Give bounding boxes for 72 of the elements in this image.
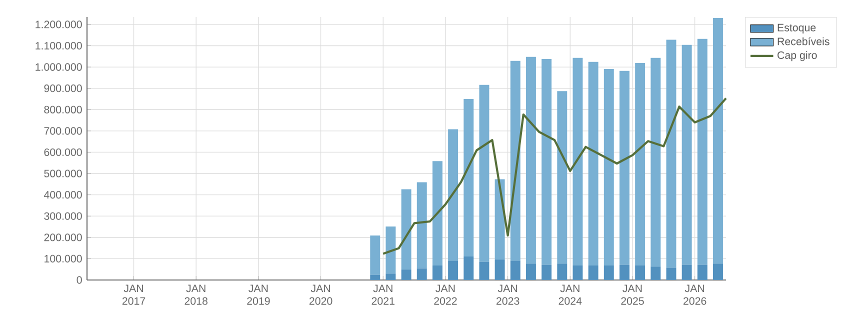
bar — [494, 260, 505, 280]
bar — [619, 70, 630, 265]
y-tick-label: 1.000.000 — [36, 63, 82, 71]
bar — [682, 44, 692, 265]
y-tick-label: 200.000 — [44, 234, 82, 242]
bar — [697, 264, 708, 280]
y-tick-label: 0 — [76, 276, 82, 284]
bar — [572, 266, 583, 280]
y-tick-label: 100.000 — [44, 254, 82, 262]
bar — [432, 161, 442, 266]
bar — [619, 264, 630, 280]
bar — [401, 189, 412, 270]
x-tick-label: JAN 2021 — [372, 284, 394, 305]
bar — [401, 270, 412, 280]
bar — [370, 235, 380, 275]
bar — [510, 60, 520, 261]
bar — [572, 58, 583, 266]
bar — [448, 129, 458, 261]
bar — [635, 266, 646, 280]
x-tick-label: JAN 2025 — [621, 284, 644, 305]
bar — [713, 18, 723, 264]
bar — [713, 264, 723, 280]
x-tick-label: JAN 2026 — [684, 284, 706, 305]
bar — [416, 182, 427, 268]
bar — [604, 266, 614, 280]
legend-label: Estoque — [778, 24, 816, 34]
x-tick-label: JAN 2017 — [122, 284, 146, 305]
bar — [557, 264, 568, 280]
bar — [542, 58, 552, 265]
bar — [479, 84, 490, 262]
x-tick-label: JAN 2023 — [496, 284, 520, 305]
bar — [464, 256, 474, 280]
x-tick-label: JAN 2018 — [184, 284, 208, 305]
bar — [682, 264, 692, 280]
y-tick-label: 400.000 — [44, 191, 82, 199]
y-tick-label: 1.200.000 — [36, 20, 82, 28]
bar — [635, 62, 646, 266]
bar — [526, 264, 536, 280]
bar — [479, 262, 490, 280]
y-tick-label: 1.100.000 — [36, 42, 82, 50]
bar — [416, 268, 427, 280]
bar — [526, 56, 536, 264]
line-series — [382, 97, 728, 255]
bar — [386, 226, 396, 274]
bar — [432, 266, 442, 280]
bar — [370, 274, 380, 280]
bar — [666, 268, 676, 280]
bar — [464, 98, 474, 257]
bar — [542, 264, 552, 280]
bar — [386, 274, 396, 280]
x-tick-label: JAN 2024 — [558, 284, 582, 305]
bar — [448, 260, 458, 280]
bar — [697, 38, 708, 265]
y-tick-label: 800.000 — [44, 106, 82, 114]
y-tick-label: 300.000 — [44, 212, 82, 220]
x-tick-label: JAN 2019 — [247, 284, 270, 305]
y-tick-label: 700.000 — [44, 127, 82, 135]
bar — [588, 266, 598, 280]
y-tick-label: 500.000 — [44, 170, 82, 178]
y-tick-label: 600.000 — [44, 148, 82, 156]
y-tick-label: 900.000 — [44, 84, 82, 92]
bar — [604, 68, 614, 266]
bar — [666, 40, 676, 268]
legend-label: Cap giro — [778, 51, 817, 62]
bar — [510, 260, 520, 280]
x-tick-label: JAN 2020 — [309, 284, 332, 305]
bar — [650, 58, 661, 267]
legend-label: Recebíveis — [778, 37, 830, 46]
bar — [557, 91, 568, 264]
bar — [588, 62, 598, 266]
x-tick-label: JAN 2022 — [434, 284, 457, 305]
bar — [650, 266, 661, 280]
